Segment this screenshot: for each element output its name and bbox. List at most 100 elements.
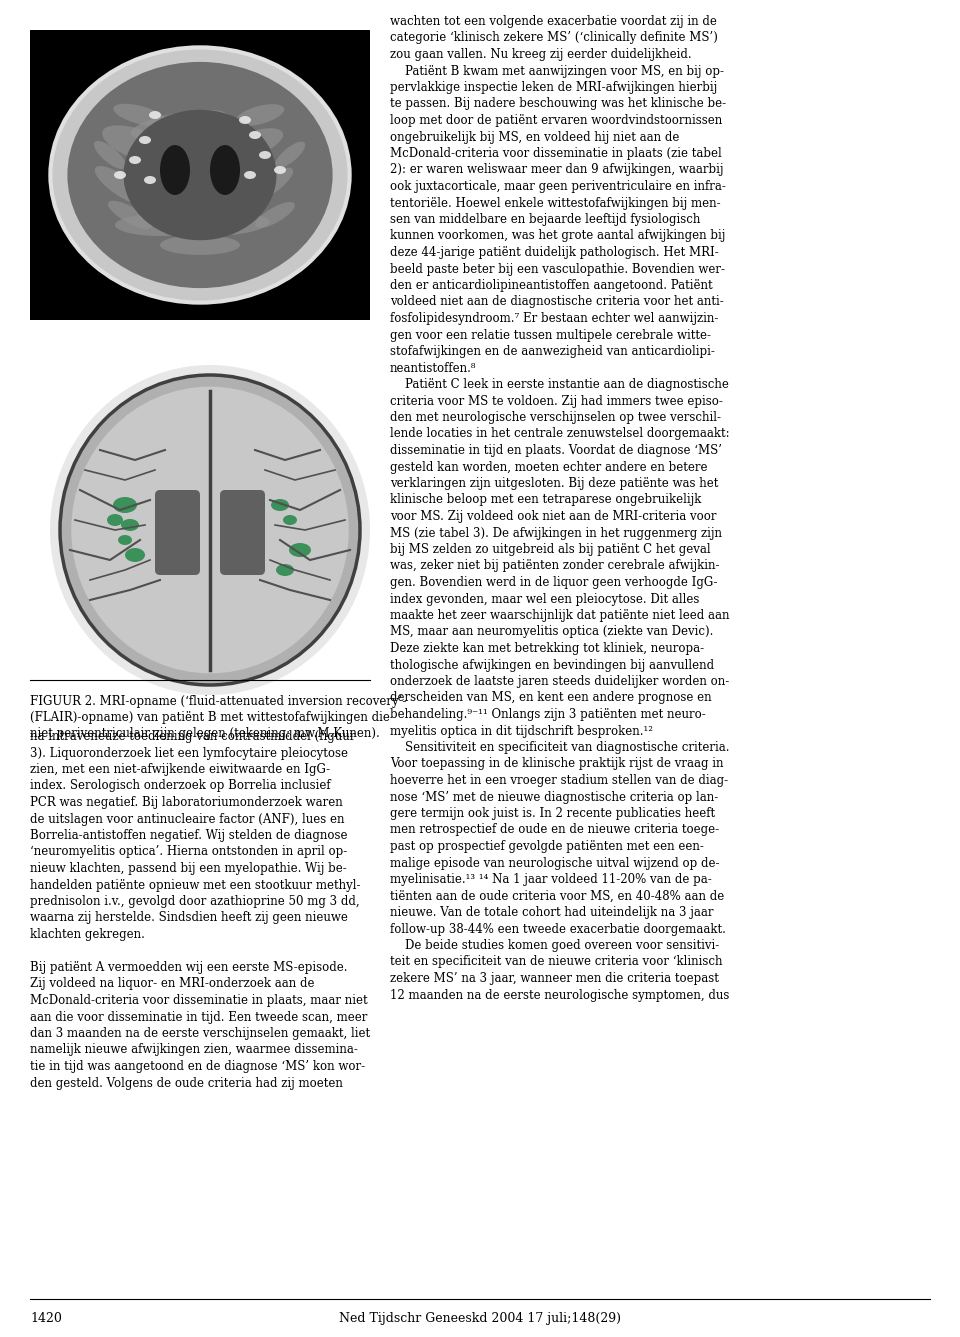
Ellipse shape [114, 171, 126, 179]
Text: zien, met een niet-afwijkende eiwitwaarde en IgG-: zien, met een niet-afwijkende eiwitwaard… [30, 763, 330, 775]
Text: voldeed niet aan de diagnostische criteria voor het anti-: voldeed niet aan de diagnostische criter… [390, 295, 724, 309]
Ellipse shape [149, 111, 161, 119]
Text: derscheiden van MS, en kent een andere prognose en: derscheiden van MS, en kent een andere p… [390, 691, 711, 705]
Text: ‘neuromyelitis optica’. Hierna ontstonden in april op-: ‘neuromyelitis optica’. Hierna ontstonde… [30, 845, 348, 858]
Ellipse shape [125, 548, 145, 562]
Text: kunnen voorkomen, was het grote aantal afwijkingen bij: kunnen voorkomen, was het grote aantal a… [390, 230, 726, 242]
Text: aan die voor disseminatie in tijd. Een tweede scan, meer: aan die voor disseminatie in tijd. Een t… [30, 1011, 368, 1024]
Text: sen van middelbare en bejaarde leeftijd fysiologisch: sen van middelbare en bejaarde leeftijd … [390, 213, 701, 226]
Text: Patiënt C leek in eerste instantie aan de diagnostische: Patiënt C leek in eerste instantie aan d… [390, 378, 729, 390]
Text: na intraveneuze toediening van contrastmiddel (figuur: na intraveneuze toediening van contrastm… [30, 730, 355, 743]
Text: zekere MS’ na 3 jaar, wanneer men die criteria toepast: zekere MS’ na 3 jaar, wanneer men die cr… [390, 972, 719, 985]
Text: Voor toepassing in de klinische praktijk rijst de vraag in: Voor toepassing in de klinische praktijk… [390, 758, 724, 770]
Text: categorie ‘klinisch zekere MS’ (‘clinically definite MS’): categorie ‘klinisch zekere MS’ (‘clinica… [390, 32, 718, 44]
Text: prednisolon i.v., gevolgd door azathioprine 50 mg 3 dd,: prednisolon i.v., gevolgd door azathiopr… [30, 894, 360, 908]
Ellipse shape [71, 386, 348, 674]
Text: myelinisatie.¹³ ¹⁴ Na 1 jaar voldeed 11-20% van de pa-: myelinisatie.¹³ ¹⁴ Na 1 jaar voldeed 11-… [390, 873, 711, 886]
Text: Borrelia-antistoffen negatief. Wij stelden de diagnose: Borrelia-antistoffen negatief. Wij steld… [30, 829, 348, 842]
Text: 2): er waren weliswaar meer dan 9 afwijkingen, waarbij: 2): er waren weliswaar meer dan 9 afwijk… [390, 163, 724, 176]
Text: den er anticardiolipineantistoffen aangetoond. Patiënt: den er anticardiolipineantistoffen aange… [390, 279, 712, 291]
Text: PCR was negatief. Bij laboratoriumonderzoek waren: PCR was negatief. Bij laboratoriumonderz… [30, 796, 343, 809]
Text: klachten gekregen.: klachten gekregen. [30, 928, 145, 941]
Text: tiënten aan de oude criteria voor MS, en 40-48% aan de: tiënten aan de oude criteria voor MS, en… [390, 889, 724, 902]
Text: index. Serologisch onderzoek op Borrelia inclusief: index. Serologisch onderzoek op Borrelia… [30, 779, 330, 793]
Text: handelden patiënte opnieuw met een stootkuur methyl-: handelden patiënte opnieuw met een stoot… [30, 878, 361, 892]
Text: niet periventriculair zijn gelegen (tekening: mw.M.Kunen).: niet periventriculair zijn gelegen (teke… [30, 727, 380, 739]
Ellipse shape [113, 104, 167, 126]
Text: stofafwijkingen en de aanwezigheid van anticardiolipi-: stofafwijkingen en de aanwezigheid van a… [390, 345, 715, 358]
Ellipse shape [139, 136, 151, 144]
Ellipse shape [67, 62, 332, 287]
Text: 12 maanden na de eerste neurologische symptomen, dus: 12 maanden na de eerste neurologische sy… [390, 988, 730, 1001]
Text: loop met door de patiënt ervaren woordvindstoornissen: loop met door de patiënt ervaren woordvi… [390, 114, 722, 127]
Ellipse shape [247, 167, 293, 202]
Text: klinische beloop met een tetraparese ongebruikelijk: klinische beloop met een tetraparese ong… [390, 493, 702, 507]
Ellipse shape [274, 166, 286, 174]
Text: te passen. Bij nadere beschouwing was het klinische be-: te passen. Bij nadere beschouwing was he… [390, 98, 726, 111]
Ellipse shape [129, 156, 141, 164]
Text: Bij patiënt A vermoedden wij een eerste MS-episode.: Bij patiënt A vermoedden wij een eerste … [30, 961, 348, 973]
Ellipse shape [160, 235, 240, 255]
Ellipse shape [124, 110, 276, 241]
Text: disseminatie in tijd en plaats. Voordat de diagnose ‘MS’: disseminatie in tijd en plaats. Voordat … [390, 444, 722, 457]
FancyBboxPatch shape [155, 489, 200, 575]
Text: follow-up 38-44% een tweede exacerbatie doorgemaakt.: follow-up 38-44% een tweede exacerbatie … [390, 923, 726, 936]
Text: beeld paste beter bij een vasculopathie. Bovendien wer-: beeld paste beter bij een vasculopathie.… [390, 262, 725, 275]
Text: thologische afwijkingen en bevindingen bij aanvullend: thologische afwijkingen en bevindingen b… [390, 659, 714, 671]
Ellipse shape [275, 142, 305, 168]
FancyBboxPatch shape [30, 29, 370, 320]
Text: dan 3 maanden na de eerste verschijnselen gemaakt, liet: dan 3 maanden na de eerste verschijnsele… [30, 1027, 371, 1040]
Text: teit en specificiteit van de nieuwe criteria voor ‘klinisch: teit en specificiteit van de nieuwe crit… [390, 956, 723, 968]
Text: gen. Bovendien werd in de liquor geen verhoogde IgG-: gen. Bovendien werd in de liquor geen ve… [390, 576, 717, 590]
Text: onderzoek de laatste jaren steeds duidelijker worden on-: onderzoek de laatste jaren steeds duidel… [390, 675, 730, 689]
Text: MS (zie tabel 3). De afwijkingen in het ruggenmerg zijn: MS (zie tabel 3). De afwijkingen in het … [390, 527, 722, 540]
Text: FIGUUR 2. MRI-opname (‘fluid-attenuated inversion recovery’-: FIGUUR 2. MRI-opname (‘fluid-attenuated … [30, 695, 406, 709]
Text: behandeling.⁹⁻¹¹ Onlangs zijn 3 patiënten met neuro-: behandeling.⁹⁻¹¹ Onlangs zijn 3 patiënte… [390, 709, 706, 721]
Text: voor MS. Zij voldeed ook niet aan de MRI-criteria voor: voor MS. Zij voldeed ook niet aan de MRI… [390, 509, 716, 523]
Ellipse shape [259, 151, 271, 159]
Text: gesteld kan worden, moeten echter andere en betere: gesteld kan worden, moeten echter andere… [390, 460, 708, 473]
Text: ongebruikelijk bij MS, en voldeed hij niet aan de: ongebruikelijk bij MS, en voldeed hij ni… [390, 131, 680, 143]
Text: past op prospectief gevolgde patiënten met een een-: past op prospectief gevolgde patiënten m… [390, 840, 704, 853]
Ellipse shape [255, 202, 295, 229]
Text: McDonald-criteria voor disseminatie in plaats, maar niet: McDonald-criteria voor disseminatie in p… [30, 993, 368, 1007]
Text: malige episode van neurologische uitval wijzend op de-: malige episode van neurologische uitval … [390, 857, 719, 869]
Ellipse shape [190, 214, 270, 235]
Text: de uitslagen voor antinucleaire factor (ANF), lues en: de uitslagen voor antinucleaire factor (… [30, 813, 345, 825]
Ellipse shape [60, 374, 360, 685]
Text: gere termijn ook juist is. In 2 recente publicaties heeft: gere termijn ook juist is. In 2 recente … [390, 808, 715, 820]
Ellipse shape [160, 144, 190, 195]
Text: index gevonden, maar wel een pleiocytose. Dit alles: index gevonden, maar wel een pleiocytose… [390, 592, 700, 606]
Ellipse shape [108, 201, 152, 229]
Ellipse shape [289, 543, 311, 558]
Text: Deze ziekte kan met betrekking tot kliniek, neuropa-: Deze ziekte kan met betrekking tot klini… [390, 642, 704, 655]
Ellipse shape [118, 535, 132, 545]
Text: waarna zij herstelde. Sindsdien heeft zij geen nieuwe: waarna zij herstelde. Sindsdien heeft zi… [30, 912, 348, 924]
Ellipse shape [239, 116, 251, 124]
Ellipse shape [95, 166, 145, 205]
Text: tentoriële. Hoewel enkele wittestofafwijkingen bij men-: tentoriële. Hoewel enkele wittestofafwij… [390, 197, 721, 210]
Text: gen voor een relatie tussen multipele cerebrale witte-: gen voor een relatie tussen multipele ce… [390, 329, 711, 341]
Text: hoeverre het in een vroeger stadium stellen van de diag-: hoeverre het in een vroeger stadium stel… [390, 774, 728, 787]
Text: lende locaties in het centrale zenuwstelsel doorgemaakt:: lende locaties in het centrale zenuwstel… [390, 428, 730, 440]
Text: tie in tijd was aangetoond en de diagnose ‘MS’ kon wor-: tie in tijd was aangetoond en de diagnos… [30, 1060, 365, 1074]
Ellipse shape [115, 214, 205, 237]
Ellipse shape [210, 144, 240, 195]
Text: 1420: 1420 [30, 1312, 61, 1325]
Text: deze 44-jarige patiënt duidelijk pathologisch. Het MRI-: deze 44-jarige patiënt duidelijk patholo… [390, 246, 719, 259]
Text: Patiënt B kwam met aanwijzingen voor MS, en bij op-: Patiënt B kwam met aanwijzingen voor MS,… [390, 64, 724, 78]
Ellipse shape [121, 519, 139, 531]
Text: men retrospectief de oude en de nieuwe criteria toege-: men retrospectief de oude en de nieuwe c… [390, 824, 719, 837]
Ellipse shape [236, 104, 284, 126]
Text: Ned Tijdschr Geneeskd 2004 17 juli;148(29): Ned Tijdschr Geneeskd 2004 17 juli;148(2… [339, 1312, 621, 1325]
Ellipse shape [249, 131, 261, 139]
Ellipse shape [113, 497, 137, 513]
Text: ook juxtacorticale, maar geen periventriculaire en infra-: ook juxtacorticale, maar geen periventri… [390, 180, 726, 193]
Ellipse shape [94, 140, 126, 168]
Text: McDonald-criteria voor disseminatie in plaats (zie tabel: McDonald-criteria voor disseminatie in p… [390, 147, 722, 160]
Text: 3). Liquoronderzoek liet een lymfocytaire pleiocytose: 3). Liquoronderzoek liet een lymfocytair… [30, 746, 348, 759]
Text: was, zeker niet bij patiënten zonder cerebrale afwijkin-: was, zeker niet bij patiënten zonder cer… [390, 559, 719, 572]
Text: De beide studies komen goed overeen voor sensitivi-: De beide studies komen goed overeen voor… [390, 939, 719, 952]
Text: fosfolipidesyndroom.⁷ Er bestaan echter wel aanwijzin-: fosfolipidesyndroom.⁷ Er bestaan echter … [390, 312, 718, 325]
Ellipse shape [283, 515, 297, 525]
